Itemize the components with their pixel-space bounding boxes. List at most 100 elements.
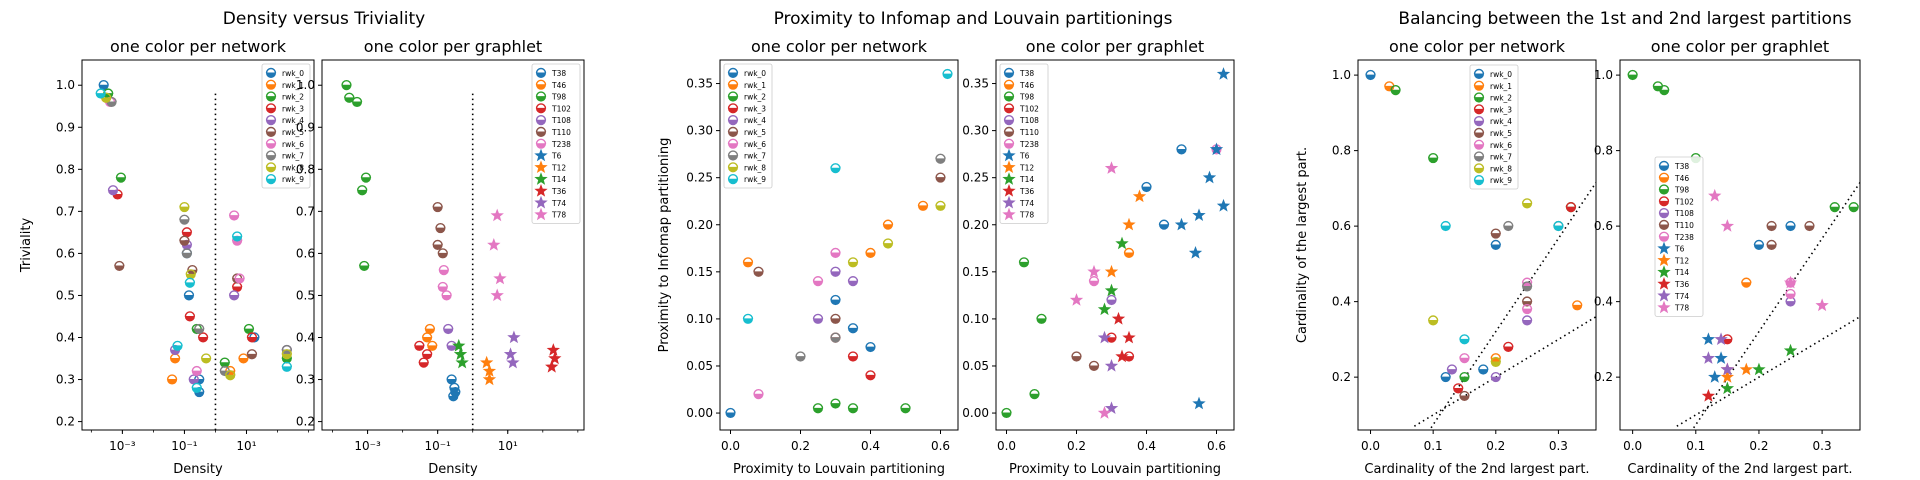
legend-marker-T98-upper-half [535, 91, 547, 97]
data-point-T102-lower-half [1123, 356, 1135, 362]
data-point-T36 [1701, 389, 1716, 402]
legend-label-rwk_9: rwk_9 [282, 175, 304, 184]
legend: T38 T46 T98 T102 T108 T110 T238 T6 T12 T14 T36 T74 T… [999, 63, 1049, 224]
data-point-T238-upper-half [1785, 288, 1796, 295]
data-point-rwk_7-lower-half [935, 158, 946, 164]
legend-marker-rwk_2-lower-half [1473, 97, 1485, 103]
data-point-rwk_4 [188, 374, 199, 385]
data-point-T14 [1104, 283, 1119, 297]
data-point-rwk_5-lower-half [179, 240, 190, 246]
data-point-rwk_5 [830, 313, 841, 324]
legend-marker-rwk_7-lower-half [1473, 156, 1485, 162]
data-point-rwk_0 [98, 80, 109, 91]
legend-label-rwk_7: rwk_7 [282, 152, 304, 161]
legend-marker-T110-lower-half [535, 131, 547, 137]
data-point-rwk_4 [847, 276, 859, 287]
legend-label-rwk_5: rwk_5 [744, 128, 766, 137]
data-point-rwk_8-lower-half [935, 205, 946, 211]
data-point-T110 [1766, 220, 1777, 232]
data-points [341, 80, 562, 402]
legend-marker-rwk_8-upper-half [265, 162, 277, 168]
data-point-T38-lower-half [1176, 148, 1187, 155]
y-tick-label: 0.7 [296, 204, 315, 218]
data-point-rwk_4-upper-half [830, 266, 841, 272]
data-point-rwk_3-upper-half [246, 332, 258, 338]
chart-panel-6: one color per graphlet Cardinality of the… [1594, 37, 1861, 477]
data-point-rwk_3 [181, 227, 193, 238]
legend-marker-T12 [1657, 253, 1671, 267]
y-tick-label: 0.10 [962, 312, 989, 326]
data-point-T38-upper-half [450, 386, 461, 393]
data-point-rwk_5-upper-half [187, 265, 198, 271]
y-tick-label: 0.4 [1332, 295, 1351, 309]
data-point-rwk_0-upper-half [1490, 239, 1501, 246]
data-point-rwk_8-lower-half [1490, 361, 1501, 368]
data-point-rwk_6-upper-half [830, 247, 841, 254]
legend-marker-T108-upper-half [1003, 115, 1015, 121]
data-point-T6 [1174, 217, 1189, 231]
data-point-T12 [1132, 189, 1147, 203]
y-tick-label: 0.8 [296, 162, 315, 176]
legend-marker-T110-lower-half [1003, 131, 1015, 137]
data-point-T6 [1216, 67, 1231, 80]
data-point-T110-upper-half [435, 222, 446, 229]
y-tick-label: 0.4 [1594, 295, 1613, 309]
data-point-T6 [1202, 170, 1217, 184]
data-point-T98 [360, 172, 372, 183]
data-point-T98 [1036, 313, 1047, 324]
data-point-T98-upper-half [1659, 85, 1670, 91]
legend-label-T6: T6 [551, 152, 562, 161]
data-point-T78 [1087, 264, 1101, 278]
data-point-rwk_9-lower-half [232, 236, 243, 242]
data-point-rwk_9-lower-half [742, 318, 754, 324]
legend-label-rwk_0: rwk_0 [1490, 70, 1512, 79]
data-point-T102 [418, 357, 429, 368]
legend-marker-rwk_9-lower-half [727, 178, 739, 185]
legend-marker-rwk_8-lower-half [265, 166, 277, 173]
data-point-rwk_3 [865, 370, 876, 381]
data-point-rwk_8 [281, 349, 293, 360]
x-tick-label: 0.2 [1067, 439, 1086, 453]
legend-marker-rwk_7-upper-half [727, 150, 739, 156]
y-tick-label: 0.3 [56, 373, 75, 387]
legend-marker-rwk_1 [265, 79, 277, 90]
y-tick-label: 0.5 [56, 288, 75, 302]
plot-frame [1357, 59, 1597, 431]
data-point-T238-lower-half [441, 294, 452, 301]
y-tick-label: 0.35 [962, 77, 989, 91]
data-point-rwk_9-lower-half [172, 345, 183, 351]
data-point-T38-upper-half [1753, 239, 1765, 246]
data-point-rwk_4-upper-half [1521, 315, 1533, 321]
legend-marker-rwk_3-lower-half [265, 107, 277, 114]
legend-marker-T46-upper-half [1658, 172, 1670, 178]
data-point-rwk_2 [900, 403, 911, 414]
data-point-rwk_4-lower-half [830, 271, 841, 277]
legend-label-rwk_7: rwk_7 [744, 152, 766, 161]
data-point-T46-upper-half [1123, 247, 1135, 254]
legend-marker-T98-lower-half [1658, 189, 1670, 195]
legend-marker-rwk_7-lower-half [727, 155, 739, 161]
legend-marker-rwk_2 [265, 91, 277, 102]
y-tick-label: 0.2 [1594, 370, 1613, 384]
data-point-rwk_5-lower-half [1459, 395, 1470, 402]
data-point-rwk_2-upper-half [847, 403, 859, 409]
legend-marker-rwk_8 [1473, 163, 1485, 174]
data-point-rwk_1-upper-half [917, 200, 929, 207]
legend-marker-T102 [1658, 196, 1670, 207]
chart-panel-5: one color per network Cardinality of the … [1295, 37, 1597, 477]
legend-marker-T110-upper-half [1658, 219, 1670, 226]
subplot-title: one color per graphlet [364, 37, 542, 56]
data-point-T110 [1071, 351, 1082, 362]
legend-marker-T36 [1002, 184, 1016, 197]
data-point-T38-upper-half [446, 374, 457, 380]
data-point-rwk_1 [865, 247, 876, 258]
data-point-rwk_2-lower-half [847, 407, 859, 414]
data-point-rwk_1-upper-half [742, 257, 754, 263]
legend-marker-rwk_1-upper-half [1473, 80, 1485, 86]
data-point-rwk_2-upper-half [243, 323, 255, 330]
legend-marker-rwk_5-lower-half [727, 131, 739, 137]
data-point-T98 [356, 185, 368, 196]
legend-marker-rwk_9 [727, 174, 739, 185]
data-point-rwk_9-upper-half [1440, 220, 1451, 227]
data-point-rwk_6-upper-half [1521, 277, 1533, 283]
